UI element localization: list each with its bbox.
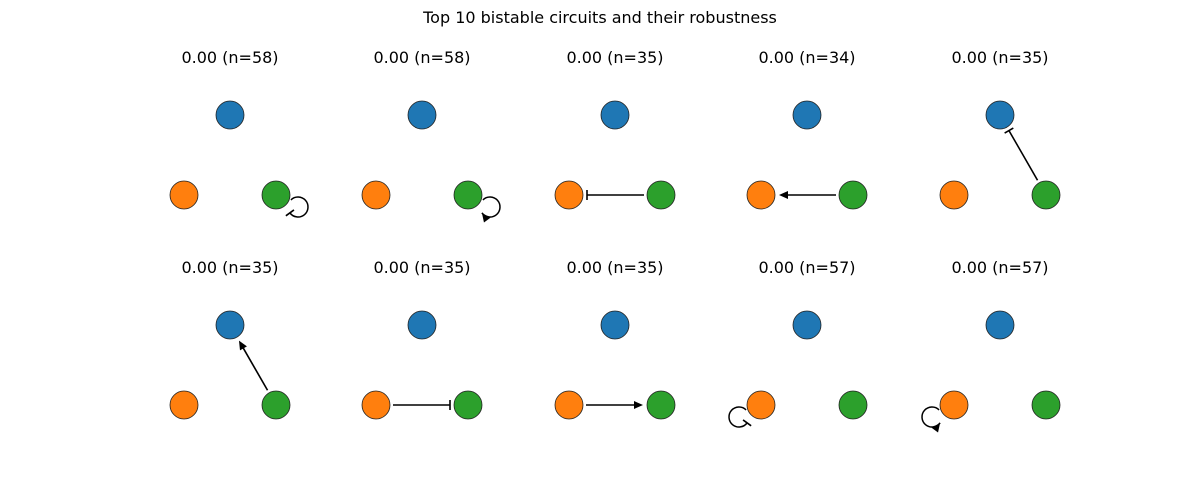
node-1 <box>361 390 391 420</box>
circuit-robustness-label: 0.00 (n=34) <box>758 48 856 67</box>
node-1 <box>746 180 776 210</box>
edge-node_2-to-node_0-activation <box>241 345 269 391</box>
node-2 <box>838 390 868 420</box>
circuit-network-8 <box>554 310 676 420</box>
edge-node_2-to-node_2-activation-arrowhead <box>481 212 491 223</box>
circuit-network-10 <box>921 310 1061 433</box>
circuit-network-7 <box>361 310 483 420</box>
edge-node_1-to-node_1-activation <box>921 406 941 428</box>
circuit-network-4 <box>746 100 868 210</box>
edge-node_2-to-node_0-activation-arrowhead <box>238 340 247 351</box>
edge-node_2-to-node_2-activation <box>481 196 501 218</box>
node-0 <box>407 310 437 340</box>
circuit-robustness-label: 0.00 (n=35) <box>181 258 279 277</box>
circuit-robustness-label: 0.00 (n=35) <box>951 48 1049 67</box>
circuit-robustness-label: 0.00 (n=35) <box>373 258 471 277</box>
circuit-network-5 <box>939 100 1061 210</box>
circuit-panel-10: 0.00 (n=57) <box>904 258 1096 468</box>
node-0 <box>792 100 822 130</box>
edge-node_2-to-node_0-repression <box>1008 130 1039 181</box>
circuit-panel-9: 0.00 (n=57) <box>711 258 903 468</box>
node-0 <box>985 310 1015 340</box>
edge-node_1-to-node_1-repression <box>728 406 748 428</box>
node-2 <box>453 180 483 210</box>
node-2 <box>261 390 291 420</box>
circuit-robustness-label: 0.00 (n=58) <box>181 48 279 67</box>
circuit-network-9 <box>728 310 868 428</box>
circuit-network-6 <box>169 310 291 420</box>
node-1 <box>554 390 584 420</box>
node-0 <box>985 100 1015 130</box>
node-2 <box>838 180 868 210</box>
node-2 <box>261 180 291 210</box>
node-1 <box>939 180 969 210</box>
node-1 <box>169 390 199 420</box>
circuit-panel-6: 0.00 (n=35) <box>134 258 326 468</box>
circuit-network-1 <box>169 100 309 218</box>
node-0 <box>215 310 245 340</box>
circuit-panel-3: 0.00 (n=35) <box>519 48 711 258</box>
node-0 <box>600 100 630 130</box>
node-2 <box>1031 390 1061 420</box>
node-0 <box>407 100 437 130</box>
figure-title: Top 10 bistable circuits and their robus… <box>423 8 777 27</box>
circuit-robustness-label: 0.00 (n=57) <box>951 258 1049 277</box>
circuit-robustness-label: 0.00 (n=35) <box>566 258 664 277</box>
node-1 <box>554 180 584 210</box>
circuit-panel-7: 0.00 (n=35) <box>326 258 518 468</box>
circuit-robustness-label: 0.00 (n=35) <box>566 48 664 67</box>
node-1 <box>361 180 391 210</box>
edge-node_2-to-node_2-repression <box>289 196 309 218</box>
node-1 <box>746 390 776 420</box>
edge-node_2-to-node_2-repression-bar <box>285 209 295 217</box>
circuit-panel-2: 0.00 (n=58) <box>326 48 518 258</box>
node-1 <box>169 180 199 210</box>
node-2 <box>1031 180 1061 210</box>
circuit-panel-8: 0.00 (n=35) <box>519 258 711 468</box>
edge-node_1-to-node_1-repression-bar <box>742 419 752 427</box>
circuit-network-2 <box>361 100 501 223</box>
edge-node_1-to-node_1-activation-arrowhead <box>931 422 941 433</box>
circuit-panel-5: 0.00 (n=35) <box>904 48 1096 258</box>
edge-node_1-to-node_2-activation-arrowhead <box>634 401 643 409</box>
circuit-panel-4: 0.00 (n=34) <box>711 48 903 258</box>
circuit-robustness-label: 0.00 (n=58) <box>373 48 471 67</box>
circuit-panel-1: 0.00 (n=58) <box>134 48 326 258</box>
node-0 <box>792 310 822 340</box>
edge-node_2-to-node_1-activation-arrowhead <box>779 191 788 199</box>
node-0 <box>215 100 245 130</box>
node-0 <box>600 310 630 340</box>
node-2 <box>646 390 676 420</box>
circuit-network-3 <box>554 100 676 210</box>
node-2 <box>453 390 483 420</box>
node-1 <box>939 390 969 420</box>
edge-node_2-to-node_0-repression-bar <box>1004 127 1014 134</box>
node-2 <box>646 180 676 210</box>
circuit-robustness-label: 0.00 (n=57) <box>758 258 856 277</box>
